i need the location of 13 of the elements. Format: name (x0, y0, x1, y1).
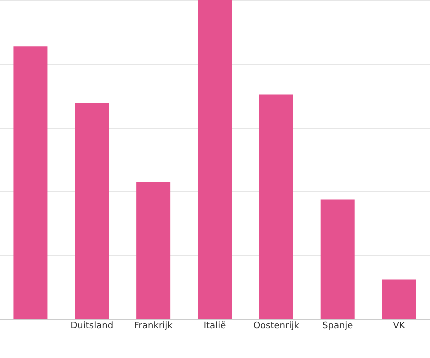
bar (259, 94, 294, 319)
x-tick-label: Frankrijk (134, 322, 174, 332)
bar (198, 0, 232, 319)
bar (75, 103, 110, 319)
bar (14, 46, 48, 319)
x-tick-label: Italië (204, 322, 227, 332)
bar (382, 280, 416, 319)
x-tick-label: Spanje (322, 322, 354, 332)
x-tick-label: Duitsland (70, 322, 114, 332)
x-tick-label: Oostenrijk (253, 322, 300, 332)
x-tick-label: VK (393, 322, 406, 332)
bar (320, 200, 355, 319)
bar (136, 182, 171, 319)
